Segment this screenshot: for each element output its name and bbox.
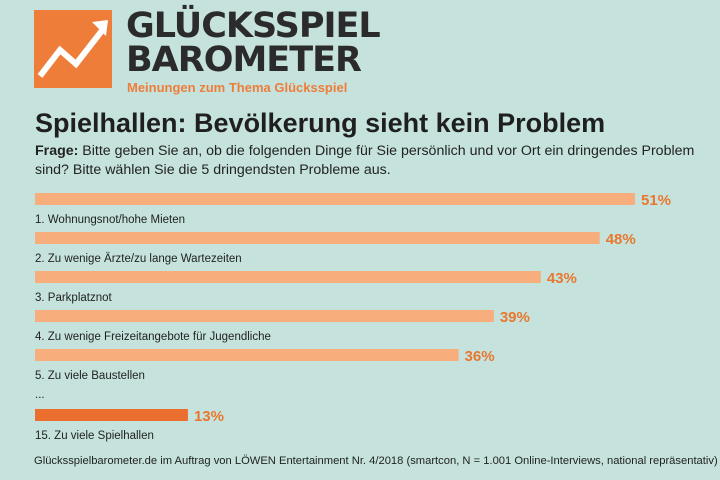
value-label-4: 39% [500, 309, 530, 326]
bar-5 [35, 349, 459, 361]
brand-name-line2: BAROMETER [126, 40, 362, 80]
bar-1 [35, 193, 635, 205]
category-label-4: 4. Zu wenige Freizeitangebote für Jugend… [35, 331, 271, 343]
category-label-6: 15. Zu viele Spielhallen [35, 430, 154, 442]
bar-6 [35, 409, 188, 421]
brand-tagline: Meinungen zum Thema Glücksspiel [127, 80, 348, 95]
source-footnote: Glücksspielbarometer.de im Auftrag von L… [34, 455, 718, 467]
value-label-1: 51% [641, 192, 671, 209]
category-label-5: 5. Zu viele Baustellen [35, 370, 145, 382]
question-text: Bitte geben Sie an, ob die folgenden Din… [35, 143, 695, 178]
category-label-1: 1. Wohnungsnot/hohe Mieten [35, 214, 185, 226]
value-label-2: 48% [606, 231, 636, 248]
survey-question: Frage: Bitte geben Sie an, ob die folgen… [35, 142, 695, 180]
category-label-3: 3. Parkplatznot [35, 292, 113, 304]
category-label-2: 2. Zu wenige Ärzte/zu lange Wartezeiten [35, 253, 242, 265]
logo-mark [34, 10, 112, 88]
value-label-5: 36% [465, 348, 495, 365]
question-label: Frage: [35, 143, 79, 159]
value-label-6: 13% [194, 408, 224, 425]
bar-4 [35, 310, 494, 322]
bar-2 [35, 232, 600, 244]
bar-3 [35, 271, 541, 283]
ellipsis: ... [35, 389, 45, 401]
chart-title: Spielhallen: Bevölkerung sieht kein Prob… [35, 108, 606, 138]
value-label-3: 43% [547, 270, 577, 287]
brand-name-line1: GLÜCKSSPIEL [126, 6, 381, 46]
